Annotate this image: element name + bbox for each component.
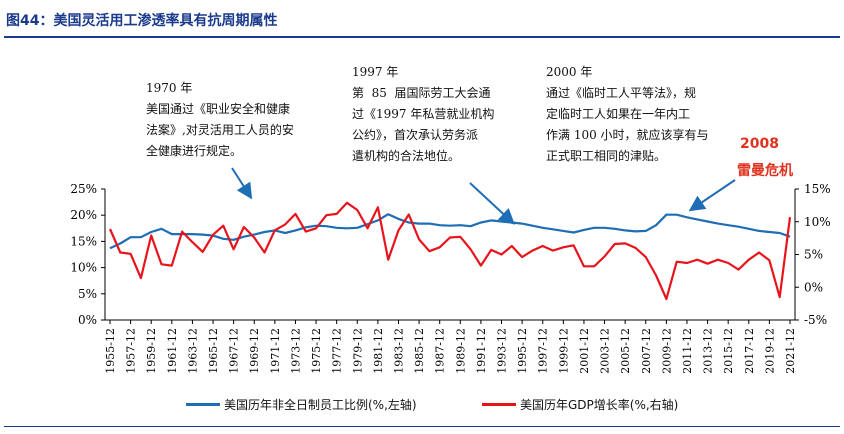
arrow-1970 (231, 167, 253, 200)
left-tick-label: 5% (78, 287, 97, 301)
legend-swatch-blue (186, 403, 220, 406)
x-tick-label: 1983-12 (392, 328, 405, 374)
x-tick-label: 2007-12 (640, 328, 653, 374)
legend-label-gdp: 美国历年GDP增长率(%,右轴) (520, 398, 679, 412)
crisis-name-label: 雷曼危机 (737, 163, 793, 179)
bottom-divider (4, 426, 840, 427)
x-tick-label: 1975-12 (310, 328, 323, 374)
title-divider (4, 36, 840, 38)
figure-title: 图44：美国灵活用工渗透率具有抗周期属性 (6, 13, 278, 29)
crisis-year-label: 2008 (740, 136, 779, 152)
x-tick-label: 1995-12 (516, 328, 529, 374)
series-lines (108, 201, 792, 301)
part-time-share-line (109, 213, 791, 250)
left-tick-label: 25% (70, 182, 97, 196)
x-tick-label: 1967-12 (228, 328, 241, 374)
x-tick-label: 1955-12 (104, 328, 117, 374)
x-tick-label: 1965-12 (207, 328, 220, 374)
x-tick-label: 1959-12 (145, 328, 158, 374)
right-tick-label: 0% (804, 280, 823, 294)
left-axis-ticks: 0% 5% 10% 15% 20% 25% (70, 182, 105, 327)
x-tick-label: 2011-12 (681, 328, 694, 374)
x-tick-label: 2019-12 (763, 328, 776, 374)
x-tick-label: 2013-12 (702, 328, 715, 374)
x-tick-label: 1993-12 (496, 328, 509, 374)
x-tick-label: 2009-12 (660, 328, 673, 374)
x-tick-label: 1991-12 (475, 328, 488, 374)
legend-swatch-red (482, 403, 516, 406)
x-tick-label: 1985-12 (413, 328, 426, 374)
legend-item-gdp: 美国历年GDP增长率(%,右轴) (482, 396, 678, 413)
arrow-2008 (688, 179, 736, 212)
annotation-1970: 1970 年 美国通过《职业安全和健康 法案》,对灵活用工人员的安 全健康进行规… (146, 81, 294, 158)
right-tick-label: 15% (804, 182, 831, 196)
x-axis-ticks: 1955-12 1957-12 1959-12 1961-12 1963-12 1965-… (104, 320, 797, 374)
left-tick-label: 20% (70, 208, 97, 222)
left-tick-label: 15% (70, 234, 97, 248)
x-tick-label: 2021-12 (784, 328, 797, 374)
x-tick-label: 1981-12 (372, 328, 385, 374)
arrow-1997 (469, 182, 515, 225)
x-tick-label: 1979-12 (351, 328, 364, 374)
annotation-1997: 1997 年 第 85 届国际劳工大会通 过《1997 年私营就业机构 公约》，… (352, 65, 495, 163)
x-tick-label: 1973-12 (289, 328, 302, 374)
right-tick-label: 10% (804, 215, 831, 229)
right-tick-label: 5% (804, 248, 823, 262)
x-tick-label: 1999-12 (557, 328, 570, 374)
x-tick-label: 1977-12 (331, 328, 344, 374)
x-tick-label: 2017-12 (743, 328, 756, 374)
right-tick-label: -5% (804, 313, 827, 327)
x-tick-label: 1963-12 (186, 328, 199, 374)
x-tick-label: 1957-12 (125, 328, 138, 374)
legend-label-part-time: 美国历年非全日制员工比例(%,左轴) (224, 398, 417, 412)
legend-item-part-time: 美国历年非全日制员工比例(%,左轴) (186, 396, 417, 413)
x-tick-label: 2001-12 (578, 328, 591, 374)
x-tick-label: 2005-12 (619, 328, 632, 374)
x-tick-label: 2003-12 (599, 328, 612, 374)
annotation-2000: 2000 年 通过《临时工人平等法》，规 定临时工人如果在一年内工 作满 100… (546, 65, 709, 163)
x-tick-label: 1961-12 (166, 328, 179, 374)
x-tick-label: 1971-12 (269, 328, 282, 374)
x-tick-label: 1987-12 (434, 328, 447, 374)
x-tick-label: 2015-12 (722, 328, 735, 374)
left-tick-label: 0% (78, 313, 97, 327)
x-tick-label: 1989-12 (454, 328, 467, 374)
right-axis-ticks: -5% 0% 5% 10% 15% (795, 182, 831, 327)
gdp-growth-line (108, 201, 792, 301)
x-tick-label: 1969-12 (248, 328, 261, 374)
chart-axes (104, 189, 796, 321)
x-tick-label: 1997-12 (537, 328, 550, 374)
annotation-arrows (231, 167, 736, 225)
left-tick-label: 10% (70, 261, 97, 275)
